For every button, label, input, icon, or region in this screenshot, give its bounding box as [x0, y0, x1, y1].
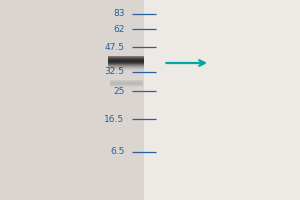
Bar: [108, 56, 144, 57]
Bar: [108, 60, 144, 61]
Bar: [110, 82, 142, 83]
Bar: [108, 63, 144, 64]
Text: 47.5: 47.5: [104, 43, 124, 51]
Bar: [108, 66, 144, 67]
Bar: [108, 70, 144, 71]
Bar: [110, 84, 142, 85]
Bar: [108, 57, 144, 58]
Bar: [108, 58, 144, 59]
Bar: [110, 81, 142, 82]
Text: 25: 25: [113, 86, 124, 96]
Bar: [108, 67, 144, 68]
Bar: [110, 83, 142, 84]
Bar: [108, 61, 144, 62]
Bar: [108, 64, 144, 65]
Bar: [0, 0, 144, 200]
Bar: [108, 62, 144, 63]
Text: 16.5: 16.5: [104, 114, 124, 123]
Bar: [108, 65, 144, 66]
Bar: [108, 59, 144, 60]
Text: 6.5: 6.5: [110, 148, 124, 156]
Bar: [110, 80, 142, 81]
Text: 32.5: 32.5: [104, 68, 124, 76]
Bar: [110, 86, 142, 87]
Bar: [110, 85, 142, 86]
Bar: [108, 69, 144, 70]
Bar: [108, 68, 144, 69]
Text: 62: 62: [113, 24, 124, 33]
Text: 83: 83: [113, 9, 124, 19]
